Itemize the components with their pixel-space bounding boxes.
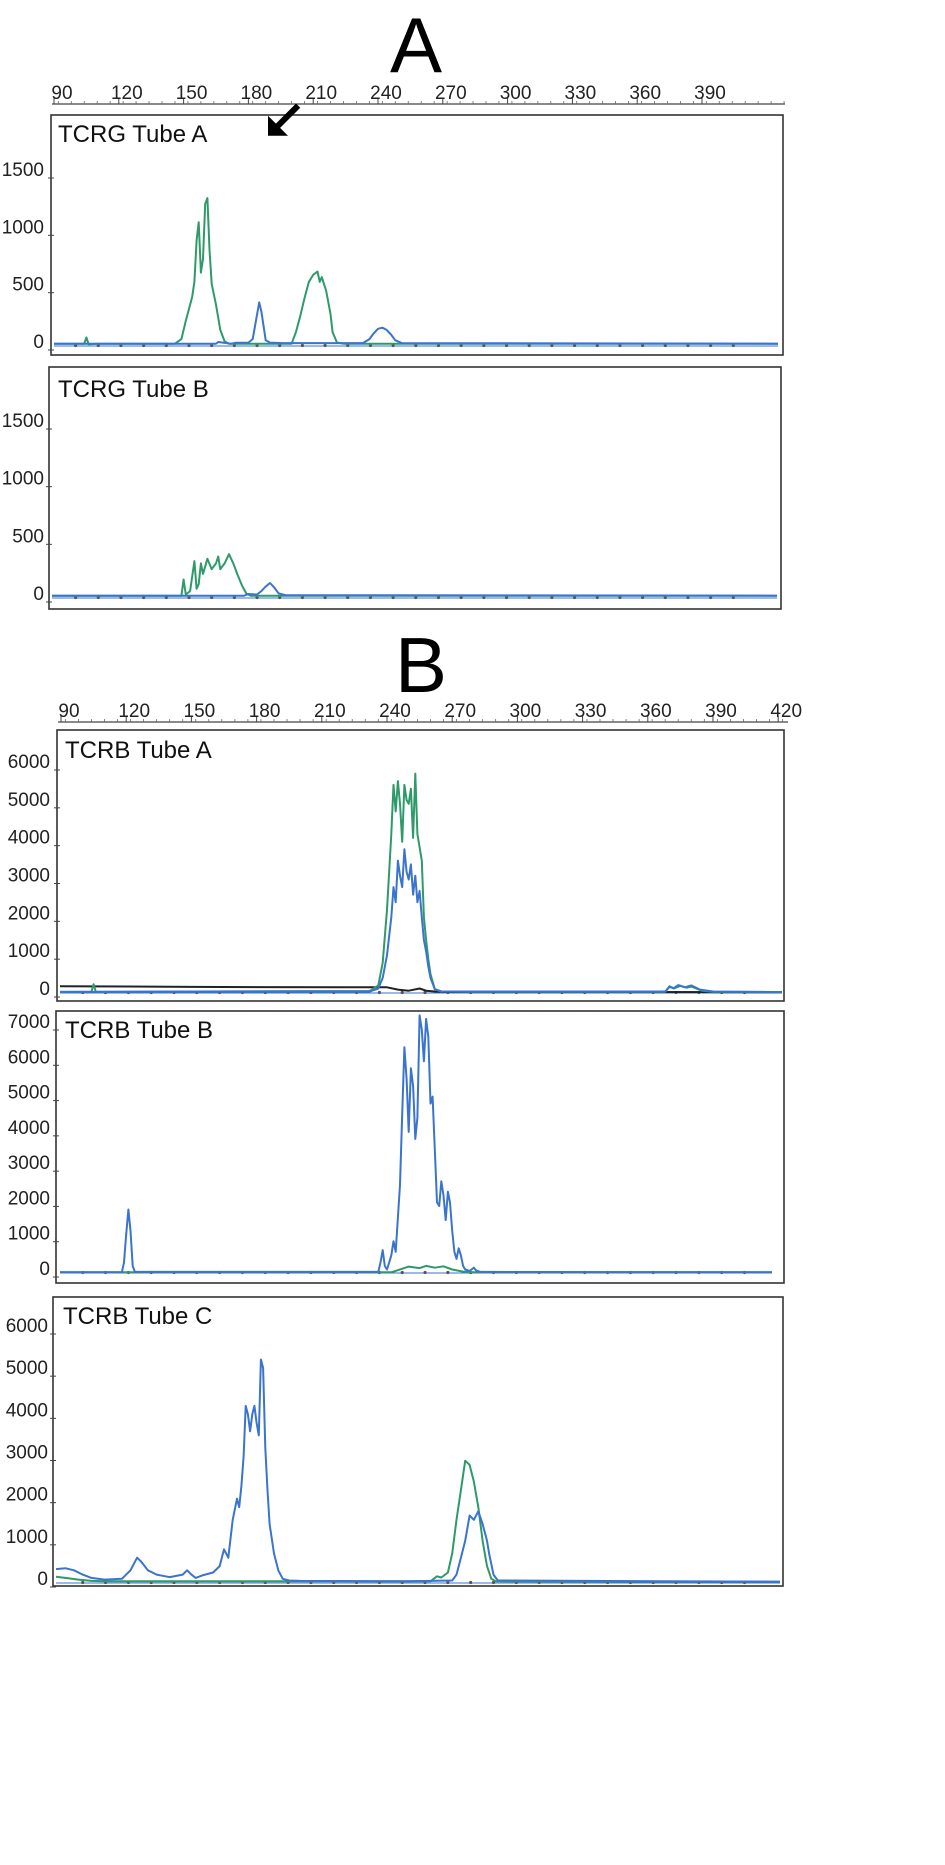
x-axis-a: 90 120 150 180 210 240 270 300 330 360 390 (51, 83, 785, 105)
x-tick-label: 300 (510, 701, 542, 722)
size-standard-marker (446, 1580, 450, 1585)
plot-tcrb-tube-b: TCRB Tube B 0 1000 2000 3000 4000 5000 6000 700… (8, 1010, 785, 1284)
series-line-green (55, 1459, 781, 1583)
panel-label-a: A (390, 1, 442, 89)
series-line-blue (52, 582, 778, 597)
y-tick-label: 7000 (8, 1012, 50, 1033)
size-standard-marker (446, 1270, 450, 1275)
y-tick-label: 0 (39, 979, 50, 1000)
plot-title: TCRB Tube A (65, 737, 212, 764)
plot-frame (48, 366, 782, 610)
arrow-head (268, 115, 288, 136)
size-standard-marker (491, 1580, 496, 1585)
x-axis-b: 90 120 150 180 210 240 270 300 330 360 390 420 (58, 701, 802, 723)
series-line-green (60, 1264, 772, 1274)
x-tick-label: 390 (694, 83, 726, 104)
x-tick-label: 90 (51, 83, 72, 104)
y-tick-label: 1000 (2, 469, 44, 490)
y-tick-label: 1000 (6, 1527, 48, 1548)
plot-frame (52, 1296, 784, 1587)
y-tick-label: 6000 (6, 1316, 48, 1337)
arrow-shaft (271, 103, 301, 132)
x-tick-label: 150 (176, 83, 208, 104)
x-tick-label: 270 (444, 701, 476, 722)
size-standard-marker (300, 343, 304, 348)
x-tick-label: 120 (111, 83, 143, 104)
x-tick-label: 180 (241, 83, 273, 104)
x-tick-label: 210 (305, 83, 337, 104)
series-line-blue (59, 848, 783, 994)
y-tick-label: 4000 (6, 1400, 48, 1421)
plot-tcrb-tube-c: TCRB Tube C 0 1000 2000 3000 4000 5000 6000 (6, 1296, 784, 1590)
x-tick-label: 210 (314, 701, 346, 722)
x-tick-label: 300 (500, 83, 532, 104)
size-standard-marker (400, 1270, 404, 1275)
x-tick-label: 270 (435, 83, 467, 104)
y-tick-label: 1500 (2, 411, 44, 432)
y-tick-label: 500 (12, 275, 44, 296)
plot-tcrg-tube-b: TCRG Tube B 0 500 1000 1500 (2, 366, 782, 610)
series-line-green (54, 197, 778, 346)
y-tick-label: 6000 (8, 752, 50, 773)
size-standard-marker (423, 1270, 427, 1275)
y-tick-label: 2000 (8, 903, 50, 924)
x-tick-label: 240 (370, 83, 402, 104)
y-tick-label: 1000 (8, 1224, 50, 1245)
y-tick-label: 6000 (8, 1047, 50, 1068)
y-tick-label: 1000 (8, 941, 50, 962)
size-standard-marker (400, 990, 404, 995)
series-line-blue (54, 301, 779, 345)
size-standard-marker (323, 343, 327, 348)
arrow-annotation-icon (268, 103, 301, 136)
series-line-blue (55, 1358, 781, 1583)
y-tick-label: 0 (33, 584, 44, 605)
size-standard-marker (81, 1580, 85, 1585)
y-tick-label: 1000 (2, 217, 44, 238)
x-tick-label: 420 (770, 701, 802, 722)
y-tick-label: 4000 (8, 828, 50, 849)
plot-title: TCRG Tube B (58, 376, 209, 403)
y-tick-label: 2000 (8, 1188, 50, 1209)
y-tick-label: 5000 (8, 1083, 50, 1104)
size-standard-marker (377, 990, 381, 995)
plot-title: TCRB Tube B (65, 1017, 213, 1044)
x-tick-label: 330 (565, 83, 597, 104)
y-tick-label: 5000 (6, 1358, 48, 1379)
plot-tcrg-tube-a: TCRG Tube A 0 500 1000 1500 (2, 114, 784, 356)
plot-frame (56, 729, 785, 1002)
y-tick-label: 3000 (6, 1443, 48, 1464)
y-tick-label: 0 (37, 1569, 48, 1590)
x-tick-label: 360 (629, 83, 661, 104)
x-tick-label: 360 (640, 701, 672, 722)
series-line-green (60, 772, 783, 994)
plot-frame (50, 114, 784, 356)
x-tick-label: 150 (184, 701, 216, 722)
x-tick-label: 90 (58, 701, 79, 722)
x-tick-label: 240 (379, 701, 411, 722)
x-tick-label: 330 (575, 701, 607, 722)
y-tick-label: 500 (12, 526, 44, 547)
series-line-green (52, 553, 777, 597)
size-standard-marker (469, 1580, 473, 1585)
x-tick-label: 390 (705, 701, 737, 722)
plot-tcrb-tube-a: TCRB Tube A 0 1000 2000 3000 4000 5000 6000 (8, 729, 785, 1002)
y-tick-label: 0 (33, 332, 44, 353)
size-standard-marker (423, 990, 427, 995)
y-tick-label: 1500 (2, 160, 44, 181)
y-tick-label: 2000 (6, 1485, 48, 1506)
x-tick-label: 180 (249, 701, 281, 722)
series-line-blue (60, 1014, 773, 1274)
plot-title: TCRB Tube C (63, 1303, 212, 1330)
plot-title: TCRG Tube A (58, 121, 207, 148)
y-tick-label: 3000 (8, 1153, 50, 1174)
x-tick-label: 120 (118, 701, 150, 722)
y-tick-label: 4000 (8, 1118, 50, 1139)
y-tick-label: 3000 (8, 866, 50, 887)
series-line-black (59, 985, 783, 994)
y-tick-label: 5000 (8, 790, 50, 811)
panel-label-b: B (395, 621, 447, 709)
plot-frame (55, 1010, 785, 1284)
y-tick-label: 0 (39, 1259, 50, 1280)
